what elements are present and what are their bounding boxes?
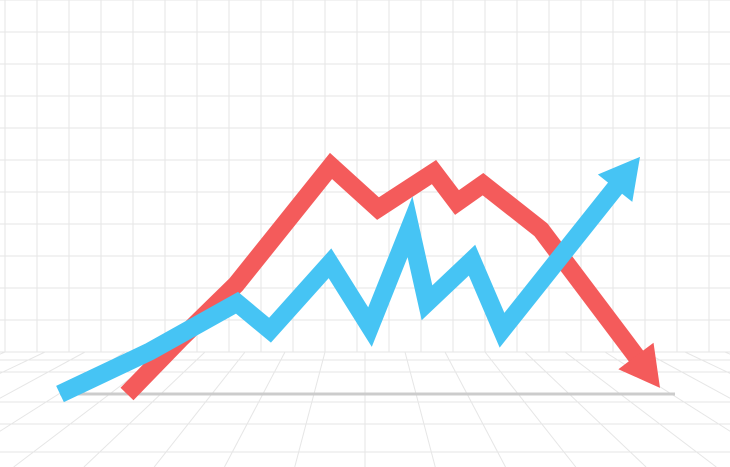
red-arrow-head [618, 342, 660, 388]
blue-arrow-head [597, 156, 640, 202]
floor-grid-ray [0, 351, 46, 374]
floor-grid-ray [0, 351, 6, 355]
floor-grid-ray [684, 351, 730, 374]
floor-grid-ray [724, 351, 730, 355]
chart-series [56, 152, 660, 403]
floor-grid-ray [404, 351, 436, 467]
floor-grid-ray [444, 351, 506, 467]
floor-grid-ray [0, 351, 86, 399]
floor-grid-ray [644, 351, 730, 399]
floor-grid-ray [153, 351, 246, 467]
floor-grid-ray [294, 351, 326, 467]
floor-grid-ray [564, 351, 717, 467]
blue-trend-line [56, 174, 629, 403]
floor-grid-ray [484, 351, 577, 467]
floor-grid-ray [224, 351, 286, 467]
floor-grid-ray [524, 351, 647, 467]
floor-grid-ray [83, 351, 206, 467]
